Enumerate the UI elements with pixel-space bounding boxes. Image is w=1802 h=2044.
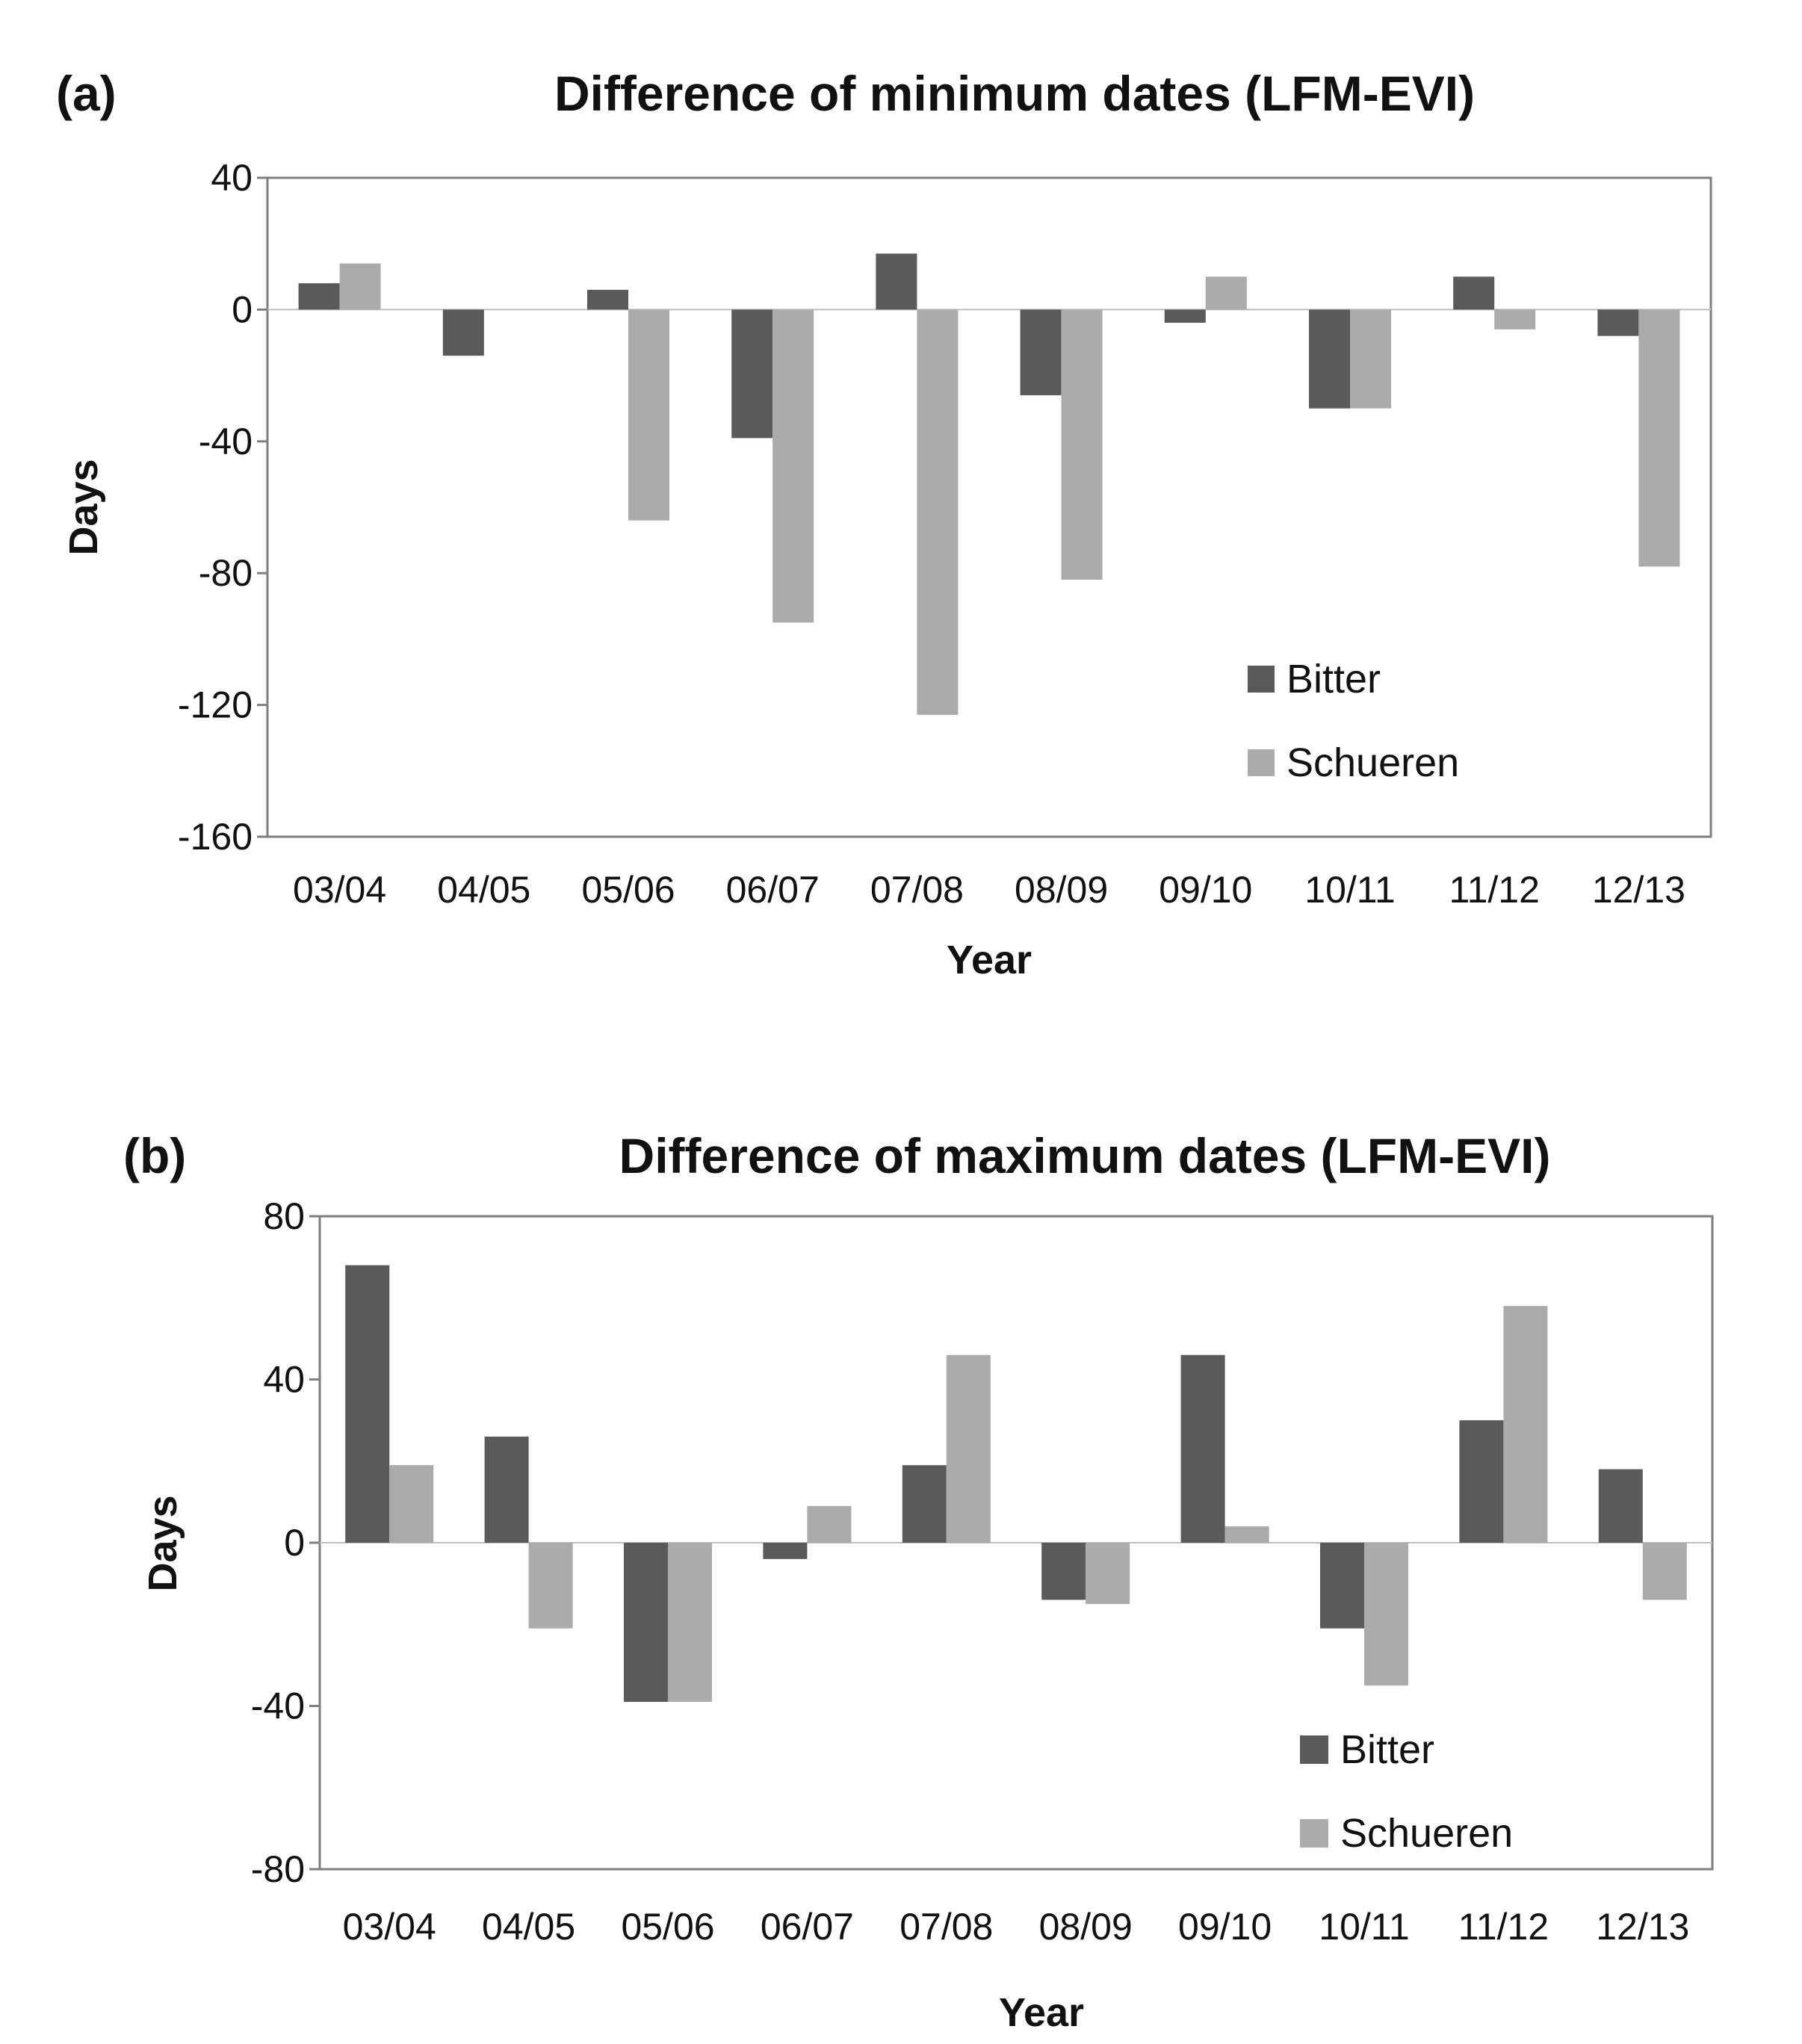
panel-a-bar-schueren-11-12 bbox=[1494, 309, 1536, 329]
panel-b-bar-bitter-09-10 bbox=[1180, 1354, 1225, 1543]
panel-a-legend-label-schueren: Schueren bbox=[1287, 740, 1459, 785]
panel-a-bar-bitter-09-10 bbox=[1164, 309, 1206, 323]
panel-b-x-tick-label: 10/11 bbox=[1319, 1906, 1409, 1948]
panel-b-bar-bitter-04-05 bbox=[484, 1436, 529, 1543]
panel-b-bar-schueren-06-07 bbox=[807, 1505, 852, 1543]
panel-a-bar-bitter-11-12 bbox=[1453, 276, 1495, 310]
panel-b-title: Difference of maximum dates (LFM-EVI) bbox=[619, 1128, 1551, 1183]
panel-a-bar-schueren-08-09 bbox=[1061, 309, 1103, 580]
panel-b-x-tick-label: 04/05 bbox=[482, 1906, 575, 1948]
panel-b-bar-bitter-07-08 bbox=[902, 1465, 947, 1543]
panel-a-y-tick-label: -120 bbox=[178, 684, 253, 726]
panel-b-bar-bitter-12-13 bbox=[1598, 1469, 1643, 1543]
panel-a-y-axis: 40 0 -40 -80 -120 -160 bbox=[178, 157, 267, 858]
panel-b-x-axis-title: Year bbox=[999, 1990, 1084, 2035]
panel-a-legend-swatch-schueren bbox=[1248, 749, 1275, 776]
panel-a-bar-bitter-10-11 bbox=[1309, 309, 1350, 409]
panel-b-legend-swatch-schueren bbox=[1300, 1819, 1328, 1848]
panel-b-y-tick-label: -80 bbox=[251, 1848, 305, 1890]
panel-a-bar-bitter-12-13 bbox=[1597, 309, 1639, 336]
panel-b-x-tick-label: 09/10 bbox=[1178, 1906, 1272, 1948]
panel-b-x-tick-label: 12/13 bbox=[1596, 1906, 1689, 1948]
panel-a-x-tick-label: 09/10 bbox=[1159, 869, 1252, 911]
panel-a-title: Difference of minimum dates (LFM-EVI) bbox=[554, 66, 1475, 121]
panel-a-x-axis-title: Year bbox=[947, 938, 1032, 982]
panel-b-y-tick-label: 0 bbox=[284, 1522, 305, 1564]
panel-a-x-tick-label: 10/11 bbox=[1304, 869, 1395, 911]
panel-b-bar-bitter-08-09 bbox=[1041, 1543, 1086, 1600]
panel-b-label: (b) bbox=[123, 1128, 186, 1183]
panel-b-bars bbox=[345, 1265, 1687, 1703]
panel-a-bar-bitter-04-05 bbox=[442, 309, 484, 356]
panel-a-bars bbox=[298, 253, 1680, 715]
panel-b-bar-schueren-12-13 bbox=[1642, 1543, 1687, 1600]
panel-a-x-tick-label: 04/05 bbox=[437, 869, 530, 911]
panel-b-legend-swatch-bitter bbox=[1300, 1735, 1328, 1764]
panel-a-label: (a) bbox=[56, 66, 117, 121]
panel-a-legend: Bitter Schueren bbox=[1248, 657, 1459, 785]
panel-a-x-tick-label: 06/07 bbox=[726, 869, 820, 911]
panel-b-bar-bitter-06-07 bbox=[763, 1543, 808, 1559]
panel-a-y-tick-label: -80 bbox=[199, 552, 253, 594]
panel-b-bar-bitter-11-12 bbox=[1459, 1420, 1504, 1543]
panel-a-bar-bitter-06-07 bbox=[731, 309, 773, 439]
panel-a-bar-schueren-05-06 bbox=[628, 309, 669, 521]
panel-b-bar-schueren-11-12 bbox=[1503, 1306, 1548, 1543]
panel-a-x-tick-label: 12/13 bbox=[1592, 869, 1685, 911]
panel-b-bar-bitter-10-11 bbox=[1320, 1543, 1364, 1629]
panel-a-bar-bitter-05-06 bbox=[587, 289, 628, 310]
panel-a-legend-swatch-bitter bbox=[1248, 666, 1275, 693]
panel-a-x-tick-label: 08/09 bbox=[1015, 869, 1108, 911]
panel-b-bar-schueren-04-05 bbox=[528, 1543, 573, 1629]
panel-a-y-tick-label: 0 bbox=[232, 288, 253, 330]
panel-a-legend-label-bitter: Bitter bbox=[1287, 657, 1381, 702]
panel-b-x-axis: 03/04 04/05 05/06 06/07 07/08 08/09 09/10 10/11… bbox=[343, 1906, 1690, 1948]
panel-b-bar-bitter-03-04 bbox=[345, 1265, 390, 1543]
panel-a-bar-schueren-03-04 bbox=[339, 263, 381, 310]
panel-b-bar-schueren-03-04 bbox=[389, 1465, 434, 1543]
panel-a-bar-schueren-12-13 bbox=[1638, 309, 1680, 567]
panel-b-y-axis: 80 40 0 -40 -80 bbox=[251, 1195, 320, 1890]
panel-a-bar-schueren-09-10 bbox=[1205, 276, 1247, 310]
panel-a-x-tick-label: 07/08 bbox=[870, 869, 964, 911]
panel-a-bar-schueren-07-08 bbox=[917, 309, 959, 715]
panel-a-bar-bitter-07-08 bbox=[876, 253, 917, 310]
panel-b-bar-schueren-08-09 bbox=[1086, 1543, 1130, 1604]
panel-a-y-tick-label: -40 bbox=[199, 421, 253, 462]
panel-a-bar-schueren-06-07 bbox=[772, 309, 814, 623]
panel-a-y-axis-title: Days bbox=[61, 459, 106, 555]
panel-a-y-tick-label: -160 bbox=[178, 816, 253, 858]
panel-b-x-tick-label: 07/08 bbox=[900, 1906, 993, 1948]
chart-panel-a: (a) Difference of minimum dates (LFM-EVI… bbox=[56, 66, 1712, 982]
panel-b-y-tick-label: -40 bbox=[251, 1685, 305, 1727]
chart-panel-b: (b) Difference of maximum dates (LFM-EVI… bbox=[123, 1128, 1714, 2035]
panel-b-legend-label-schueren: Schueren bbox=[1340, 1811, 1513, 1856]
panel-b-bar-schueren-10-11 bbox=[1364, 1543, 1408, 1686]
panel-a-bar-schueren-10-11 bbox=[1350, 309, 1391, 409]
panel-a-x-tick-label: 05/06 bbox=[581, 869, 675, 911]
panel-b-x-tick-label: 08/09 bbox=[1039, 1906, 1133, 1948]
panel-b-y-tick-label: 80 bbox=[263, 1195, 305, 1237]
panel-a-bar-bitter-08-09 bbox=[1020, 309, 1062, 396]
panel-a-y-tick-label: 40 bbox=[211, 157, 253, 199]
panel-b-legend: Bitter Schueren bbox=[1300, 1727, 1513, 1856]
panel-b-bar-schueren-07-08 bbox=[946, 1354, 991, 1543]
panel-a-x-tick-label: 11/12 bbox=[1449, 869, 1539, 911]
panel-b-x-tick-label: 05/06 bbox=[621, 1906, 714, 1948]
panel-b-bar-bitter-05-06 bbox=[624, 1543, 668, 1703]
panel-a-x-axis: 03/04 04/05 05/06 06/07 07/08 08/09 09/10 10/11… bbox=[293, 869, 1685, 911]
panel-b-x-tick-label: 06/07 bbox=[761, 1906, 854, 1948]
panel-b-x-tick-label: 11/12 bbox=[1458, 1906, 1549, 1948]
panel-b-bar-schueren-09-10 bbox=[1224, 1526, 1269, 1543]
panel-b-y-tick-label: 40 bbox=[263, 1359, 305, 1401]
panel-b-x-tick-label: 03/04 bbox=[343, 1906, 436, 1948]
panel-a-x-tick-label: 03/04 bbox=[293, 869, 386, 911]
panel-b-legend-label-bitter: Bitter bbox=[1340, 1727, 1434, 1772]
panel-b-bar-schueren-05-06 bbox=[668, 1543, 712, 1703]
panel-a-bar-bitter-03-04 bbox=[298, 283, 340, 310]
panel-b-y-axis-title: Days bbox=[140, 1495, 185, 1591]
